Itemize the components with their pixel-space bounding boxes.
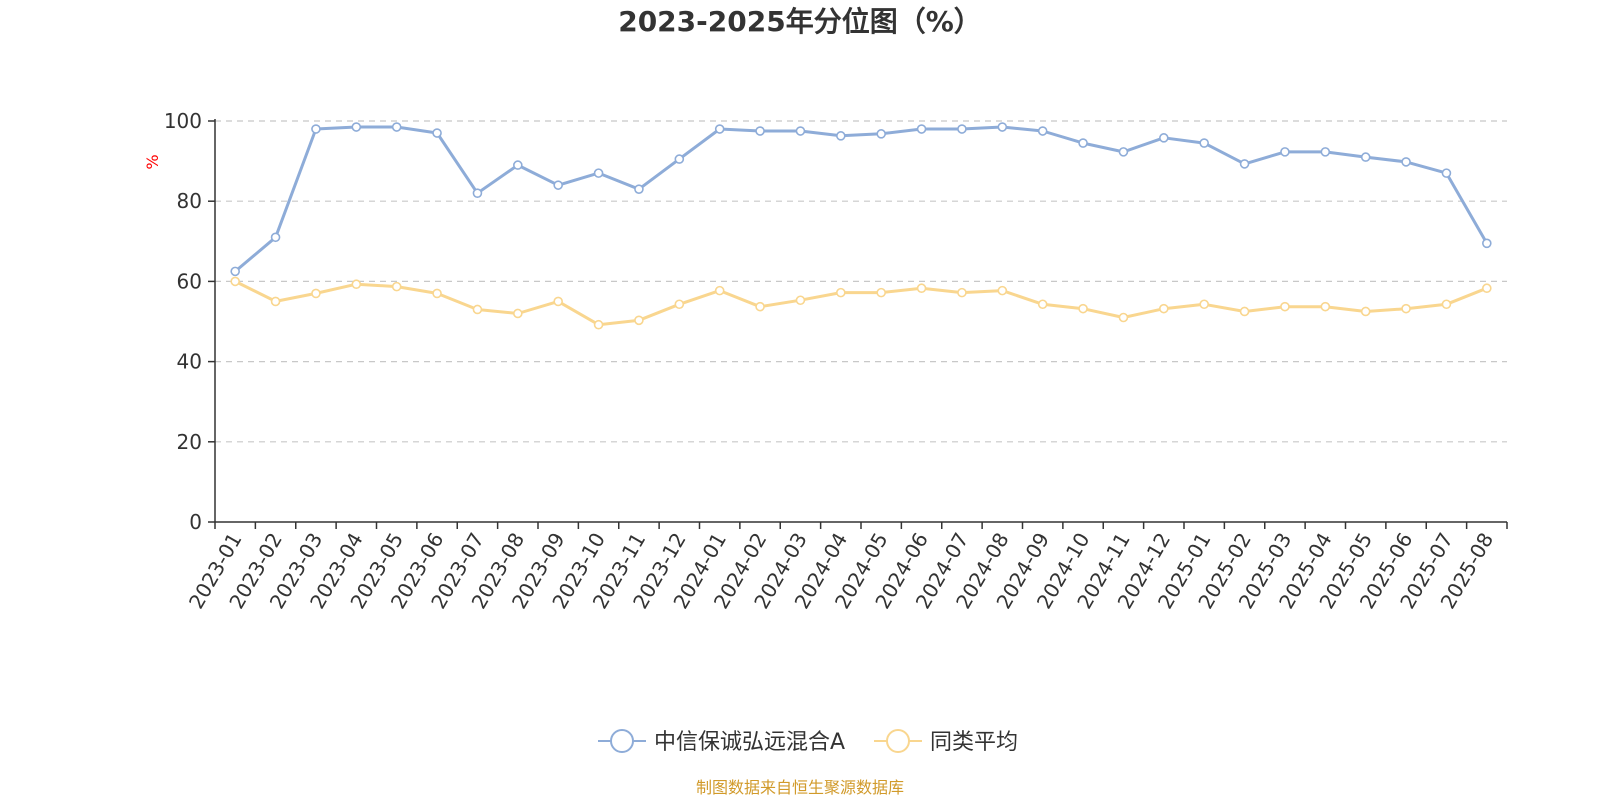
y-tick-label: 80 [177,189,202,213]
data-point[interactable] [270,296,281,307]
legend-label: 同类平均 [930,730,1018,755]
data-point[interactable] [634,315,644,326]
series-2 [230,276,1492,330]
series-1 [230,122,1492,277]
series-line [234,125,1489,273]
data-point[interactable] [836,131,846,141]
data-point[interactable] [1159,133,1169,143]
y-tick-label: 100 [164,109,202,133]
data-point[interactable] [391,281,402,292]
data-point[interactable] [1239,159,1250,169]
data-point[interactable] [1118,147,1129,157]
series-line [234,280,1488,327]
data-point[interactable] [997,285,1008,296]
data-point[interactable] [1401,303,1411,314]
data-point[interactable] [1280,301,1290,312]
data-point[interactable] [432,128,442,138]
data-point[interactable] [593,168,604,178]
series-lines [230,122,1492,330]
data-point[interactable] [1320,147,1331,157]
data-point[interactable] [1482,238,1492,249]
data-point[interactable] [876,287,886,298]
data-point[interactable] [1280,147,1290,157]
data-point[interactable] [876,129,886,139]
chart-title: 2023-2025年分位图（%） [618,5,982,38]
y-tick-label: 0 [189,510,202,534]
data-point[interactable] [230,276,240,287]
data-point[interactable] [634,184,644,194]
legend-label: 中信保诚弘远混合A [654,730,845,755]
data-point[interactable] [1441,168,1452,178]
data-point[interactable] [391,122,402,132]
legend-item[interactable]: 同类平均 [874,729,1018,755]
legend[interactable]: 中信保诚弘远混合A 同类平均 [598,729,1018,755]
data-point[interactable] [1037,126,1048,136]
data-point[interactable] [714,124,725,134]
y-tick-label: 40 [177,350,202,374]
data-point[interactable] [795,295,806,306]
data-point[interactable] [795,126,806,136]
data-point[interactable] [1199,138,1209,148]
data-point[interactable] [553,180,563,190]
data-point[interactable] [1360,306,1371,317]
data-point[interactable] [311,124,321,134]
data-point[interactable] [1320,301,1331,312]
data-point[interactable] [230,266,240,277]
data-point[interactable] [351,279,362,290]
data-point[interactable] [916,283,927,294]
data-point[interactable] [270,232,281,243]
data-point[interactable] [432,288,442,299]
data-point[interactable] [1037,299,1048,310]
source-note: 制图数据来自恒生聚源数据库 [695,778,904,797]
data-point[interactable] [957,287,967,298]
data-point[interactable] [593,319,604,330]
y-tick-label: 60 [177,269,202,293]
data-point[interactable] [674,299,685,310]
data-point[interactable] [836,287,846,298]
data-point[interactable] [1159,303,1169,314]
grid-lines [215,120,1507,443]
data-point[interactable] [957,124,967,134]
data-point[interactable] [755,301,765,312]
data-point[interactable] [513,160,523,170]
data-point[interactable] [1360,152,1371,162]
y-axis-label: % [143,154,162,169]
legend-item[interactable]: 中信保诚弘远混合A [598,729,845,755]
data-point[interactable] [1482,283,1492,294]
data-point[interactable] [513,308,523,319]
data-point[interactable] [674,154,685,164]
legend-marker-icon [886,729,910,753]
data-point[interactable] [311,288,321,299]
data-point[interactable] [1118,312,1129,323]
data-point[interactable] [553,296,563,307]
axes: 0204060801002023-012023-022023-032023-04… [164,109,1508,613]
y-tick-label: 20 [177,430,202,454]
data-point[interactable] [351,122,362,132]
data-point[interactable] [1078,303,1088,314]
data-point[interactable] [1078,138,1088,148]
data-point[interactable] [1401,157,1411,167]
data-point[interactable] [1199,299,1209,310]
legend-marker-icon [610,729,634,753]
data-point[interactable] [714,285,725,296]
data-point[interactable] [755,126,765,136]
data-point[interactable] [1239,306,1250,317]
data-point[interactable] [472,304,483,315]
data-point[interactable] [916,124,927,134]
data-point[interactable] [472,188,483,198]
data-point[interactable] [1441,299,1452,310]
data-point[interactable] [997,122,1008,132]
